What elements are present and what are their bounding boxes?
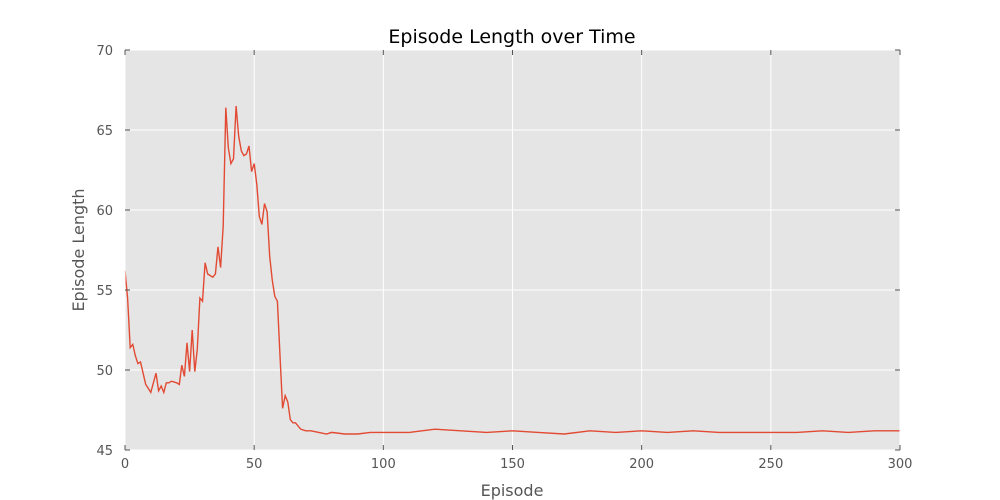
x-tick-label: 50: [246, 457, 263, 472]
x-tick-label: 200: [629, 457, 654, 472]
y-tick-label: 65: [96, 124, 113, 139]
y-tick-label: 70: [96, 44, 113, 59]
x-tick-label: 250: [758, 457, 783, 472]
y-axis-label: Episode Length: [69, 188, 88, 311]
y-tick-label: 50: [96, 364, 113, 379]
grid-lines: [125, 50, 900, 450]
y-tick-label: 45: [96, 444, 113, 459]
x-tick-label: 150: [500, 457, 525, 472]
x-tick-label: 0: [121, 457, 129, 472]
y-tick-label: 60: [96, 204, 113, 219]
y-tick-label: 55: [96, 284, 113, 299]
chart-title: Episode Length over Time: [388, 26, 635, 48]
x-tick-label: 100: [371, 457, 396, 472]
axis-ticks: [124, 49, 901, 451]
y-tick-labels: 45 50 55 60 65 70: [96, 44, 113, 459]
x-tick-label: 300: [888, 457, 913, 472]
x-axis-label: Episode: [481, 481, 544, 500]
x-tick-labels: 0 50 100 150 200 250 300: [121, 457, 913, 472]
series-line-episode-length: [124, 105, 900, 435]
